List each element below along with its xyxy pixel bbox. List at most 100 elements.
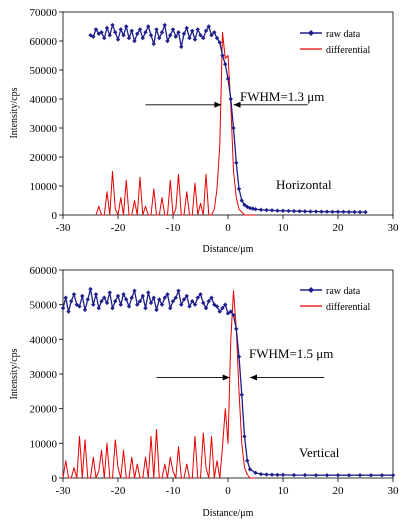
- fwhm-annotation: FWHM=1.5 μm: [249, 346, 333, 361]
- raw-data-point: [341, 209, 346, 215]
- y-tick-label: 10000: [30, 181, 58, 193]
- raw-data-point: [93, 27, 99, 32]
- fwhm-arrow-head: [214, 101, 222, 108]
- raw-data-point: [143, 30, 148, 35]
- plot-frame: [62, 11, 394, 216]
- raw-data-point: [91, 302, 96, 307]
- raw-data-point: [126, 304, 132, 309]
- raw-data-point: [176, 30, 181, 35]
- raw-data-point: [192, 37, 198, 42]
- raw-data-point: [206, 24, 211, 29]
- raw-data-point: [313, 473, 319, 478]
- raw-data-point: [140, 293, 145, 299]
- raw-data-point: [148, 33, 154, 38]
- raw-data-point: [80, 293, 85, 299]
- raw-data-point: [217, 40, 222, 45]
- y-tick-label: 30000: [30, 123, 58, 135]
- raw-data-point: [220, 53, 225, 58]
- raw-data-point: [173, 34, 178, 39]
- raw-data-point: [390, 473, 396, 478]
- raw-data-point: [88, 286, 93, 292]
- raw-data-point: [126, 35, 132, 41]
- x-tick-label: -10: [166, 222, 181, 234]
- legend-label-diff: differential: [326, 45, 370, 56]
- raw-data-point: [162, 22, 167, 28]
- raw-data-point: [179, 44, 184, 49]
- raw-data-point: [170, 27, 176, 32]
- raw-data-point: [88, 33, 93, 38]
- raw-data-point: [198, 33, 203, 38]
- raw-data-point: [159, 30, 165, 35]
- raw-data-point: [223, 302, 228, 307]
- fwhm-annotation: FWHM=1.3 μm: [240, 89, 324, 104]
- orientation-label: Vertical: [299, 445, 340, 460]
- raw-data-point: [157, 297, 162, 302]
- raw-data-point: [66, 309, 71, 314]
- raw-data-point: [187, 304, 192, 309]
- raw-data-point: [239, 198, 244, 203]
- tick-group: -30 -20 -10 0 10 20 30 0 10000 20000 30000 40000 500…: [30, 7, 400, 234]
- tick-group: -30 -20 -10 0 10 20 30 0 10000 20000 30000 40000 500…: [30, 265, 400, 497]
- raw-data-point: [162, 295, 167, 300]
- legend-label-diff: differential: [326, 302, 370, 313]
- arrow-layer: [145, 101, 308, 108]
- raw-data-point: [258, 471, 264, 477]
- raw-data-point: [302, 209, 308, 214]
- x-tick-label: -20: [111, 485, 126, 497]
- raw-data-point: [195, 27, 200, 32]
- raw-data-point: [352, 209, 357, 215]
- raw-data-point: [253, 207, 258, 212]
- raw-data-point: [115, 293, 121, 299]
- raw-data-point: [179, 302, 184, 307]
- x-tick-label: 10: [278, 485, 290, 497]
- raw-data-point: [220, 305, 225, 311]
- raw-data-point: [357, 473, 363, 478]
- raw-data-point: [228, 96, 233, 102]
- x-tick-label: 10: [278, 222, 290, 234]
- raw-data-point: [242, 202, 247, 208]
- raw-data-point: [132, 288, 137, 293]
- raw-data-point: [368, 473, 374, 478]
- legend-raw-marker: [308, 287, 314, 293]
- raw-data-point: [91, 34, 96, 39]
- raw-data-point: [168, 33, 173, 38]
- raw-data-point: [225, 311, 231, 316]
- raw-data-point: [154, 307, 159, 313]
- raw-data-point: [137, 27, 143, 32]
- fwhm-arrow-head: [250, 374, 257, 381]
- legend-raw-marker: [308, 30, 314, 36]
- raw-data-point: [212, 302, 217, 307]
- x-tick-label: 30: [388, 485, 400, 497]
- chart-vertical: -30 -20 -10 0 10 20 30 0 10000 20000 30000 40000 500…: [9, 265, 399, 519]
- raw-data-point: [346, 209, 352, 215]
- raw-data-point: [146, 24, 151, 29]
- raw-data-point: [143, 305, 148, 311]
- raw-data-point: [291, 208, 297, 214]
- raw-data-point: [170, 299, 176, 304]
- raw-data-point: [239, 392, 244, 397]
- raw-data-point: [96, 305, 101, 311]
- raw-data-point: [107, 290, 112, 295]
- raw-data-point: [165, 292, 170, 297]
- legend-label-raw: raw data: [326, 29, 361, 40]
- raw-data-point: [253, 470, 258, 475]
- raw-data-point: [198, 292, 203, 297]
- raw-data-point: [346, 473, 352, 478]
- y-tick-label: 60000: [30, 36, 58, 48]
- raw-data-point: [297, 209, 302, 214]
- raw-data-point: [201, 35, 206, 41]
- raw-data-point: [99, 299, 104, 304]
- y-tick-label: 30000: [30, 369, 58, 381]
- raw-data-point: [190, 299, 195, 304]
- x-tick-label: 20: [333, 222, 345, 234]
- raw-data-point: [324, 209, 330, 214]
- raw-data-point: [154, 27, 159, 32]
- raw-data-point: [124, 297, 129, 302]
- raw-data-point: [258, 207, 264, 212]
- raw-data-point: [137, 299, 143, 304]
- raw-data-point: [201, 300, 206, 306]
- raw-data-point: [225, 76, 231, 81]
- raw-data-point: [195, 295, 200, 300]
- raw-data-point: [104, 25, 110, 31]
- x-axis-label: Distance/μm: [203, 244, 254, 255]
